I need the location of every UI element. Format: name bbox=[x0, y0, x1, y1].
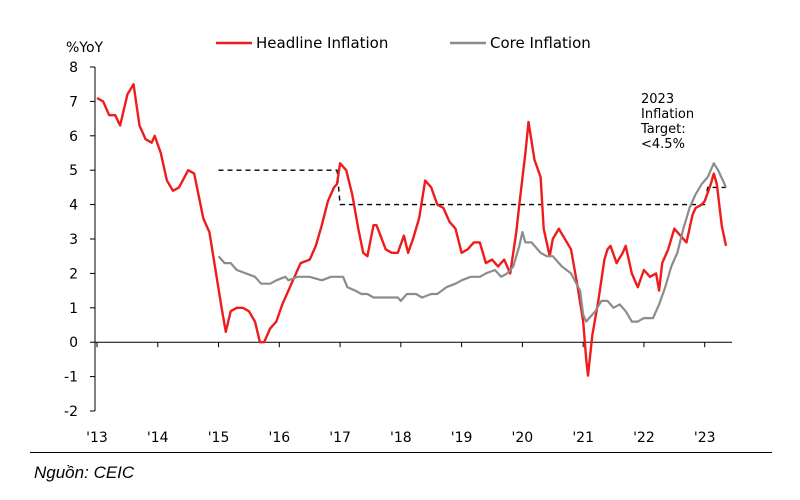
source-label: Nguồn: bbox=[34, 463, 89, 482]
core-inflation-legend-label: Core Inflation bbox=[490, 34, 591, 52]
inflation-chart: %YoY Headline Inflation Core Inflation -2… bbox=[64, 34, 732, 446]
x-tick-label: '21 bbox=[572, 430, 594, 446]
headline-inflation-line bbox=[96, 82, 728, 377]
y-tick-label: 8 bbox=[69, 60, 78, 76]
y-tick-label: 3 bbox=[69, 232, 78, 248]
x-tick-label: '20 bbox=[512, 430, 534, 446]
source-divider bbox=[30, 452, 772, 453]
y-tick-label: 4 bbox=[69, 198, 78, 214]
y-axis: -2 -1 0 1 2 3 4 5 6 7 8 bbox=[64, 60, 96, 420]
annotation-line: <4.5% bbox=[641, 137, 685, 152]
y-axis-label: %YoY bbox=[66, 40, 104, 56]
headline-inflation-legend-label: Headline Inflation bbox=[256, 34, 388, 52]
series-lines bbox=[96, 82, 728, 377]
x-tick-label: '19 bbox=[451, 430, 473, 446]
inflation-target-line bbox=[218, 169, 726, 206]
y-tick-label: 5 bbox=[69, 163, 78, 179]
x-tick-label: '18 bbox=[390, 430, 412, 446]
annotation-line: 2023 bbox=[641, 92, 674, 107]
x-tick-label: '16 bbox=[268, 430, 290, 446]
y-tick-label: -1 bbox=[64, 370, 78, 386]
x-tick-label: '15 bbox=[208, 430, 230, 446]
x-axis: '13 '14 '15 '16 '17 '18 '19 '20 '21 '22 '23 bbox=[86, 341, 732, 446]
y-tick-label: 2 bbox=[69, 266, 78, 282]
x-tick-label: '22 bbox=[633, 430, 655, 446]
target-dashed-line bbox=[218, 169, 726, 206]
x-tick-label: '13 bbox=[86, 430, 108, 446]
y-tick-label: 0 bbox=[69, 335, 78, 351]
source-name: CEIC bbox=[93, 463, 135, 482]
x-tick-label: '14 bbox=[147, 430, 169, 446]
y-tick-label: 7 bbox=[69, 94, 78, 110]
core-inflation-line bbox=[217, 162, 728, 323]
annotation-line: Inflation bbox=[641, 107, 694, 122]
y-tick-label: 6 bbox=[69, 129, 78, 145]
legend: Headline Inflation Core Inflation bbox=[216, 34, 591, 52]
source-note: Nguồn: CEIC bbox=[34, 463, 134, 483]
y-tick-label: -2 bbox=[64, 404, 78, 420]
x-tick-label: '17 bbox=[329, 430, 351, 446]
y-tick-label: 1 bbox=[69, 301, 78, 317]
x-tick-label: '23 bbox=[694, 430, 716, 446]
annotation-line: Target: bbox=[640, 122, 686, 137]
